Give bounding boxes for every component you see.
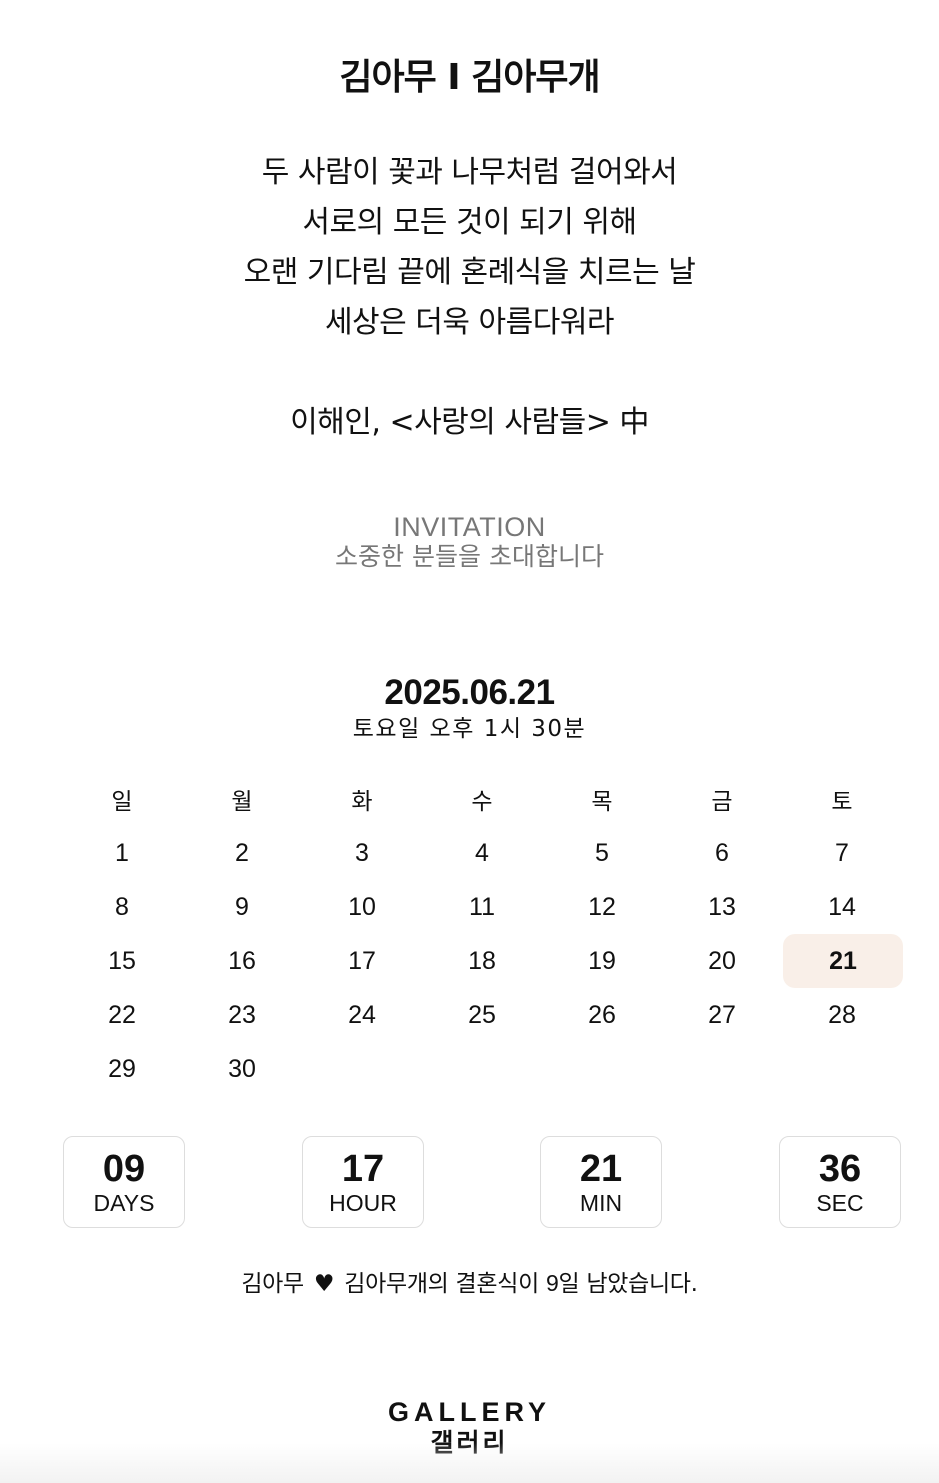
poem-gap: [0, 348, 939, 398]
dday-message: 김아무 ♥ 김아무개의 결혼식이 9일 남았습니다.: [0, 1266, 939, 1301]
weekday-sat: 토: [831, 789, 853, 815]
calendar-day-empty: [782, 1042, 902, 1096]
calendar-day: 14: [828, 892, 856, 921]
bottom-fade: [0, 1443, 939, 1483]
wedding-date-block: 2025.06.21 토요일 오후 1시 30분: [0, 672, 939, 744]
weekday-wed: 수: [471, 789, 493, 815]
countdown-sec-value: 36: [818, 1148, 862, 1190]
countdown-hour-box: 17 HOUR: [302, 1136, 424, 1228]
calendar-day: 23: [228, 1000, 256, 1029]
invitation-subtitle: 소중한 분들을 초대합니다: [335, 542, 604, 571]
countdown-hour-value: 17: [341, 1148, 385, 1190]
countdown-days-box: 09 DAYS: [63, 1136, 185, 1228]
gallery-title: GALLERY: [388, 1397, 551, 1427]
calendar-day-empty: [302, 1042, 422, 1096]
calendar-day: 8: [115, 892, 129, 921]
calendar-day: 22: [108, 1000, 136, 1029]
calendar-day: 6: [715, 838, 729, 867]
countdown-days-value: 09: [102, 1148, 146, 1190]
calendar-day: 7: [835, 838, 849, 867]
calendar-day-empty: [422, 1042, 542, 1096]
calendar-day: 11: [469, 892, 495, 921]
weekday-mon: 월: [231, 789, 253, 815]
calendar-day: 10: [348, 892, 376, 921]
countdown-sec-label: SEC: [816, 1190, 864, 1216]
poem: 두 사람이 꽃과 나무처럼 걸어와서 서로의 모든 것이 되기 위해 오랜 기다…: [0, 148, 939, 448]
calendar-day: 28: [828, 1000, 856, 1029]
countdown-min-label: MIN: [579, 1190, 623, 1216]
calendar-week: 1 2 3 4 5 6 7: [62, 826, 903, 880]
dday-days: 9: [546, 1270, 559, 1296]
calendar-day: 19: [588, 946, 616, 975]
groom-name: 김아무: [241, 1271, 304, 1297]
countdown-days-label: DAYS: [93, 1190, 155, 1216]
calendar-day: 2: [235, 838, 249, 867]
countdown-timer: 09 DAYS 17 HOUR 21 MIN 36 SEC: [63, 1136, 903, 1230]
calendar-day: 25: [468, 1000, 496, 1029]
calendar-day: 17: [348, 946, 376, 975]
calendar-day-selected: 21: [783, 934, 903, 988]
calendar-day: 27: [708, 1000, 736, 1029]
calendar-week: 8 9 10 11 12 13 14: [62, 880, 903, 934]
invitation-title: INVITATION: [393, 512, 546, 542]
calendar-day: 16: [228, 946, 256, 975]
page-title: 김아무 I 김아무개: [339, 57, 600, 98]
calendar-day: 26: [588, 1000, 616, 1029]
calendar-week: 22 23 24 25 26 27 28: [62, 988, 903, 1042]
poem-source: 이해인, <사랑의 사람들> 中: [290, 405, 649, 440]
calendar-day-empty: [542, 1042, 662, 1096]
calendar-day: 1: [115, 838, 129, 867]
calendar: 일 월 화 수 목 금 토 1 2 3 4 5 6 7 8 9 10 11 12…: [62, 772, 903, 1096]
countdown-min-value: 21: [579, 1148, 623, 1190]
wedding-time: 토요일 오후 1시 30분: [352, 716, 587, 742]
calendar-day: 18: [468, 946, 496, 975]
dday-suffix: 일 남았습니다.: [558, 1271, 698, 1297]
poem-line: 세상은 더욱 아름다워라: [324, 305, 615, 340]
poem-line: 두 사람이 꽃과 나무처럼 걸어와서: [261, 155, 678, 190]
poem-line: 서로의 모든 것이 되기 위해: [302, 205, 637, 240]
weekday-tue: 화: [351, 789, 373, 815]
countdown-hour-label: HOUR: [329, 1190, 397, 1216]
calendar-day: 12: [588, 892, 616, 921]
calendar-week: 15 16 17 18 19 20 21: [62, 934, 903, 988]
invitation-heading: INVITATION 소중한 분들을 초대합니다: [0, 512, 939, 572]
countdown-min-box: 21 MIN: [540, 1136, 662, 1228]
calendar-day: 13: [708, 892, 736, 921]
weekday-fri: 금: [711, 789, 733, 815]
dday-text: 김아무개의 결혼식이: [344, 1271, 546, 1297]
poem-line: 오랜 기다림 끝에 혼례식을 치르는 날: [243, 255, 696, 290]
calendar-day: 29: [108, 1054, 136, 1083]
calendar-week: 29 30: [62, 1042, 903, 1096]
calendar-weekday-row: 일 월 화 수 목 금 토: [62, 772, 903, 826]
calendar-day: 5: [595, 838, 609, 867]
calendar-day: 20: [708, 946, 736, 975]
calendar-day: 30: [228, 1054, 256, 1083]
calendar-day: 9: [235, 892, 249, 921]
wedding-date: 2025.06.21: [384, 673, 555, 712]
heart-icon: ♥: [313, 1271, 335, 1297]
calendar-day: 24: [348, 1000, 376, 1029]
countdown-sec-box: 36 SEC: [779, 1136, 901, 1228]
calendar-day: 15: [108, 946, 136, 975]
calendar-day: 3: [355, 838, 369, 867]
calendar-day-empty: [662, 1042, 782, 1096]
weekday-thu: 목: [591, 789, 613, 815]
gallery-heading: GALLERY 갤러리: [0, 1396, 939, 1458]
weekday-sun: 일: [111, 789, 133, 815]
calendar-day: 4: [475, 838, 489, 867]
